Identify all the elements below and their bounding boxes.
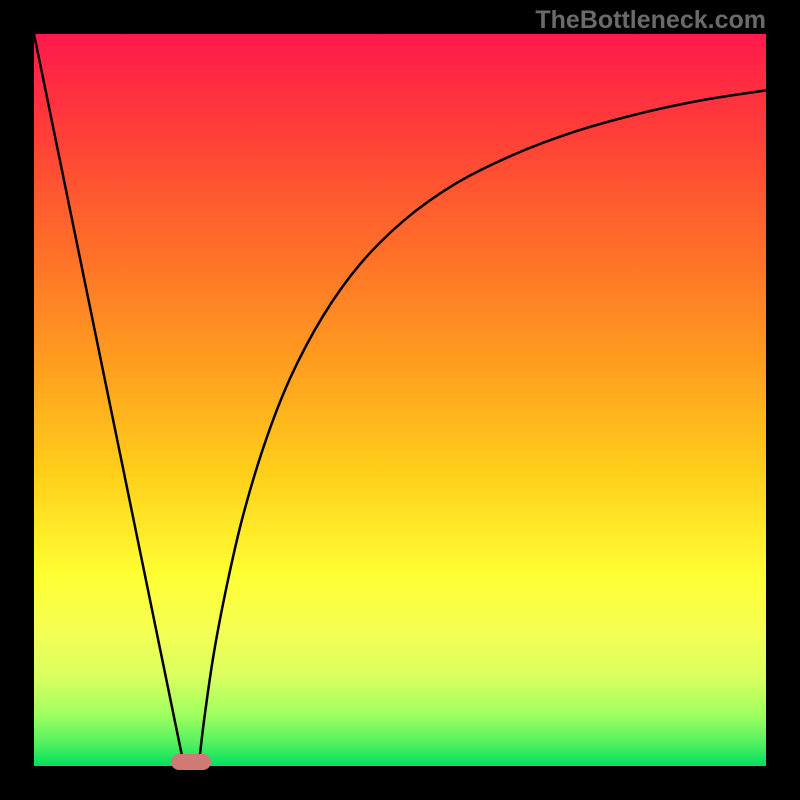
watermark-text: TheBottleneck.com bbox=[535, 6, 766, 35]
plot-area bbox=[34, 34, 766, 766]
chart-container: TheBottleneck.com bbox=[0, 0, 800, 800]
bottleneck-marker bbox=[171, 754, 211, 770]
plot-svg bbox=[34, 34, 766, 766]
